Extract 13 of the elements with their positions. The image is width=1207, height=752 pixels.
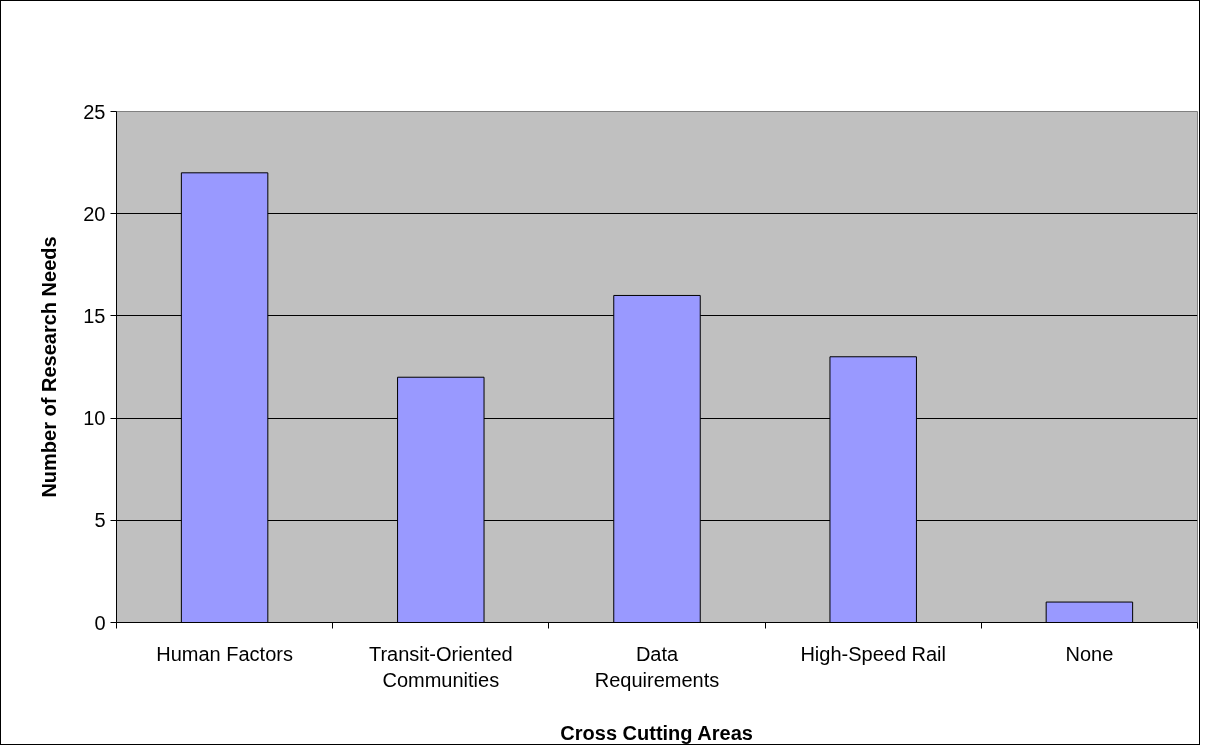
y-tick-label: 10	[83, 407, 106, 430]
y-axis-title: Number of Research Needs	[38, 236, 61, 498]
x-axis-title: Cross Cutting Areas	[560, 721, 753, 744]
y-tick-label: 15	[83, 304, 106, 327]
x-tick-label: High-Speed Rail	[800, 642, 947, 665]
x-tick-label: Transit-Oriented Communities	[368, 642, 513, 691]
x-tick-label: Data Requirements	[594, 642, 720, 691]
y-tick-label: 25	[83, 100, 106, 123]
x-tick-label: Human Factors	[156, 642, 293, 665]
y-tick-label: 0	[94, 611, 106, 634]
x-tick-label: None	[1065, 642, 1114, 665]
y-tick-label: 5	[94, 509, 106, 532]
y-tick-label: 20	[83, 202, 106, 225]
